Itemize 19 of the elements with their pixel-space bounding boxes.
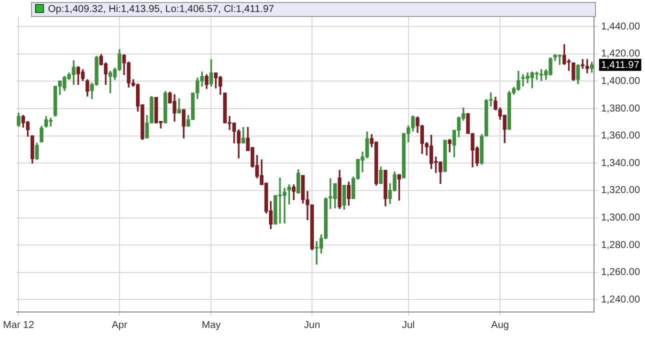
y-tick-label: 1,260.00 (601, 267, 640, 278)
x-tick-label: May (202, 320, 221, 331)
chart-subtitle: Op:1,409.32, Hi:1,413.95, Lo:1,406.57, Cl:1,411.97 (48, 4, 274, 15)
x-tick-label: Mar 12 (3, 320, 35, 331)
y-tick-label: 1,340.00 (601, 158, 640, 169)
y-tick-label: 1,440.00 (601, 21, 640, 32)
y-tick-label: 1,400.00 (601, 76, 640, 87)
y-tick-label: 1,380.00 (601, 103, 640, 114)
y-tick-label: 1,240.00 (601, 294, 640, 306)
x-tick-label: Aug (491, 320, 509, 331)
y-tick-label: 1,420.00 (601, 48, 640, 60)
y-tick-label: 1,320.00 (601, 185, 640, 196)
text: 1,411.97 (601, 60, 640, 72)
y-tick-label: 1,280.00 (601, 240, 640, 251)
x-tick-label: Apr (112, 320, 128, 331)
x-tick-label: Jul (402, 320, 415, 331)
x-tick-label: Jun (304, 320, 320, 331)
y-tick-label: 1,360.00 (601, 130, 640, 142)
y-tick-label: 1,300.00 (601, 212, 640, 224)
